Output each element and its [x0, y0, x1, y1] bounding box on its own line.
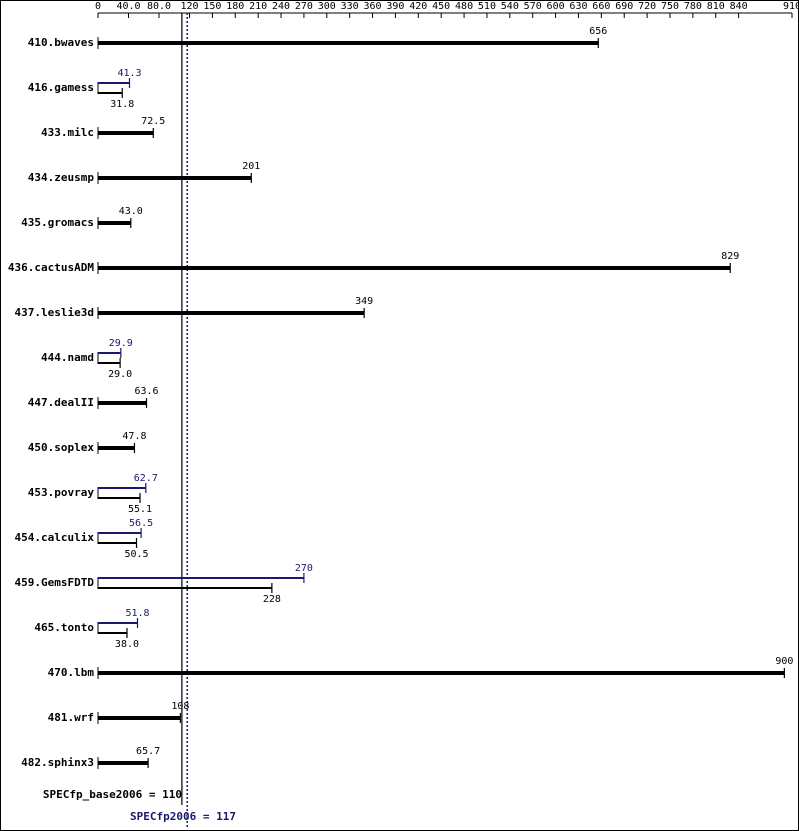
value-label: 829 [721, 251, 739, 262]
x-tick-label: 270 [295, 1, 313, 12]
x-tick-label: 40.0 [116, 1, 140, 12]
value-label: 56.5 [129, 518, 153, 529]
x-tick-label: 630 [569, 1, 587, 12]
x-tick-label: 150 [203, 1, 221, 12]
x-tick-label: 780 [684, 1, 702, 12]
x-tick-label: 240 [272, 1, 290, 12]
value-label: 29.9 [109, 338, 133, 349]
value-label: 51.8 [125, 608, 149, 619]
category-label: 447.dealII [28, 396, 94, 409]
x-tick-label: 360 [364, 1, 382, 12]
x-tick-label: 910 [783, 1, 799, 12]
x-tick-label: 540 [501, 1, 519, 12]
x-tick-label: 480 [455, 1, 473, 12]
value-label: 72.5 [141, 116, 165, 127]
x-tick-label: 300 [318, 1, 336, 12]
value-label: 29.0 [108, 369, 132, 380]
value-label: 228 [263, 594, 281, 605]
x-tick-label: 420 [409, 1, 427, 12]
category-label: 444.namd [41, 351, 94, 364]
value-label: 63.6 [134, 386, 158, 397]
x-tick-label: 120 [180, 1, 198, 12]
value-label: 201 [242, 161, 260, 172]
x-tick-label: 720 [638, 1, 656, 12]
reference-label: SPECfp2006 = 117 [130, 810, 236, 823]
value-label: 900 [775, 656, 793, 667]
category-label: 454.calculix [15, 531, 95, 544]
category-label: 435.gromacs [21, 216, 94, 229]
x-tick-label: 330 [341, 1, 359, 12]
category-label: 410.bwaves [28, 36, 94, 49]
category-label: 434.zeusmp [28, 171, 95, 184]
x-tick-label: 840 [730, 1, 748, 12]
x-tick-label: 810 [707, 1, 725, 12]
value-label: 656 [589, 26, 607, 37]
category-label: 481.wrf [48, 711, 94, 724]
category-label: 436.cactusADM [8, 261, 94, 274]
value-label: 38.0 [115, 639, 139, 650]
value-label: 43.0 [119, 206, 143, 217]
value-label: 31.8 [110, 99, 134, 110]
value-label: 349 [355, 296, 373, 307]
x-tick-label: 390 [386, 1, 404, 12]
x-tick-label: 180 [226, 1, 244, 12]
category-label: 453.povray [28, 486, 95, 499]
value-label: 55.1 [128, 504, 152, 515]
value-label: 47.8 [122, 431, 146, 442]
x-tick-label: 510 [478, 1, 496, 12]
x-tick-label: 450 [432, 1, 450, 12]
value-label: 270 [295, 563, 313, 574]
x-tick-label: 600 [547, 1, 565, 12]
category-label: 465.tonto [34, 621, 94, 634]
category-label: 437.leslie3d [15, 306, 94, 319]
category-label: 450.soplex [28, 441, 95, 454]
x-tick-label: 0 [95, 1, 101, 12]
category-label: 470.lbm [48, 666, 95, 679]
reference-label: SPECfp_base2006 = 110 [43, 788, 182, 801]
category-label: 482.sphinx3 [21, 756, 94, 769]
value-label: 41.3 [117, 68, 141, 79]
value-label: 108 [171, 701, 189, 712]
value-label: 62.7 [134, 473, 158, 484]
x-tick-label: 660 [592, 1, 610, 12]
x-tick-label: 80.0 [147, 1, 171, 12]
x-tick-label: 210 [249, 1, 267, 12]
x-tick-label: 690 [615, 1, 633, 12]
category-label: 416.gamess [28, 81, 94, 94]
category-label: 433.milc [41, 126, 94, 139]
x-tick-label: 570 [524, 1, 542, 12]
x-tick-label: 750 [661, 1, 679, 12]
value-label: 65.7 [136, 746, 160, 757]
value-label: 50.5 [124, 549, 148, 560]
category-label: 459.GemsFDTD [15, 576, 95, 589]
